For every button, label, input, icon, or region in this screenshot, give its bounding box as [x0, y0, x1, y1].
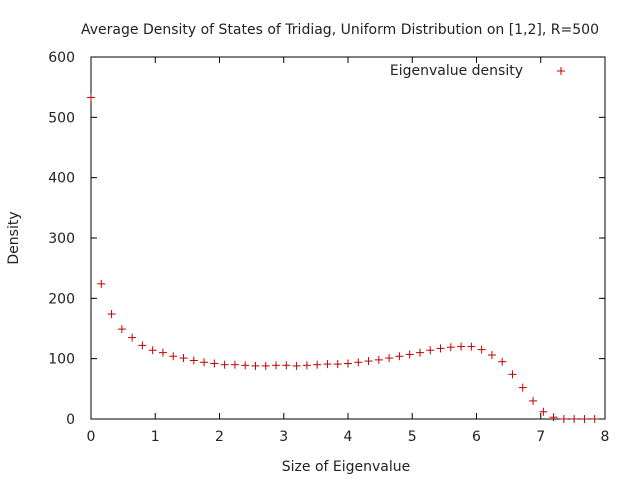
- x-tick-label: 0: [87, 429, 96, 445]
- data-point: [158, 348, 167, 357]
- y-tick-label: 400: [48, 171, 75, 187]
- data-point: [210, 359, 219, 368]
- data-point: [385, 354, 394, 363]
- legend: Eigenvalue density: [390, 63, 565, 79]
- data-point: [189, 356, 198, 365]
- data-points: [87, 93, 599, 423]
- data-point: [508, 370, 517, 379]
- data-point: [323, 360, 332, 369]
- data-point: [138, 341, 147, 350]
- data-point: [261, 361, 270, 370]
- data-point: [128, 333, 137, 342]
- x-tick-label: 5: [408, 429, 417, 445]
- data-point: [415, 348, 424, 357]
- y-tick-label: 500: [48, 110, 75, 126]
- data-point: [148, 346, 157, 355]
- x-tick-label: 1: [151, 429, 160, 445]
- data-point: [200, 358, 209, 367]
- x-tick-label: 2: [215, 429, 224, 445]
- data-point: [169, 352, 178, 361]
- data-point: [580, 415, 589, 423]
- data-point: [549, 413, 558, 422]
- y-tick-label: 100: [48, 352, 75, 368]
- data-point: [344, 359, 352, 368]
- x-tick-label: 6: [472, 429, 481, 445]
- y-tick-label: 0: [66, 412, 75, 428]
- data-point: [117, 325, 126, 334]
- data-point: [354, 358, 363, 367]
- data-point: [282, 361, 291, 370]
- x-tick-label: 3: [279, 429, 288, 445]
- data-point: [467, 342, 476, 351]
- data-point: [477, 345, 486, 354]
- data-point: [241, 361, 250, 370]
- data-point: [405, 350, 414, 359]
- data-point: [529, 396, 538, 405]
- data-point: [457, 342, 466, 351]
- y-tick-label: 600: [48, 50, 75, 66]
- axis-ticks: 0 1 2 3 4 5 6 7 8 0 100 200 300 400 500 600: [48, 50, 609, 445]
- x-tick-label: 8: [601, 429, 610, 445]
- y-axis-label: Density: [6, 211, 22, 264]
- data-point: [436, 344, 445, 353]
- data-point: [97, 279, 106, 288]
- chart-title: Average Density of States of Tridiag, Un…: [81, 22, 599, 38]
- data-point: [426, 346, 435, 355]
- data-point: [107, 310, 116, 319]
- x-axis-label: Size of Eigenvalue: [282, 459, 410, 475]
- data-point: [313, 360, 322, 369]
- data-point: [498, 357, 507, 366]
- data-point: [559, 415, 568, 423]
- data-point: [251, 361, 260, 370]
- data-point: [395, 352, 404, 361]
- data-point: [292, 361, 301, 370]
- data-point: [333, 360, 342, 369]
- legend-marker: [557, 67, 565, 75]
- legend-label: Eigenvalue density: [390, 63, 523, 79]
- y-tick-label: 300: [48, 231, 75, 247]
- data-point: [518, 383, 527, 392]
- x-tick-label: 4: [344, 429, 353, 445]
- data-point: [220, 360, 229, 369]
- data-point: [590, 415, 599, 423]
- data-point: [179, 354, 188, 363]
- data-point: [364, 357, 373, 366]
- data-point: [539, 407, 548, 416]
- data-point: [487, 351, 496, 360]
- data-point: [302, 361, 311, 370]
- data-point: [87, 93, 95, 102]
- data-point: [570, 415, 579, 423]
- x-tick-label: 7: [536, 429, 545, 445]
- data-point: [446, 343, 455, 352]
- data-point: [374, 355, 383, 364]
- data-point: [272, 361, 281, 370]
- y-tick-label: 200: [48, 291, 75, 307]
- data-point: [230, 360, 239, 369]
